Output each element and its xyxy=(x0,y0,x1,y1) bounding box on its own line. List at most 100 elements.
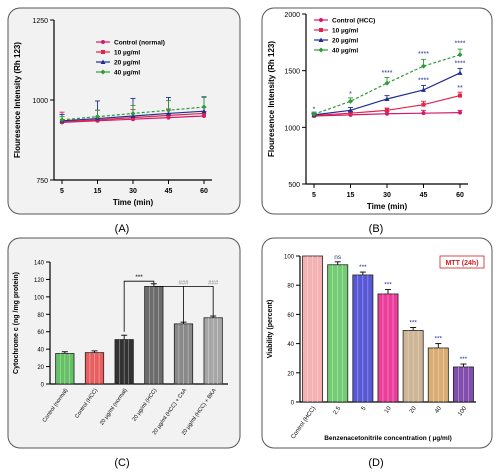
legend-entry: Control (normal) xyxy=(114,40,165,47)
panel-d-label: (D) xyxy=(368,457,383,469)
point-marker xyxy=(421,63,426,69)
significance-label: ns xyxy=(334,254,342,261)
significance-label: **** xyxy=(382,70,393,77)
y-axis-label: Cytochrome c (ng /mg protein) xyxy=(13,272,20,374)
panel-frame xyxy=(7,7,241,215)
point-marker xyxy=(166,107,171,113)
y-tick-label: 750 xyxy=(36,178,48,185)
x-tick-label: 30 xyxy=(383,192,391,199)
significance-bracket xyxy=(153,285,214,317)
point-marker xyxy=(457,52,463,58)
panel-b-chart: 500 1000 1500 2000 5 15 30 45 60 Time (min) Floure… xyxy=(261,7,493,215)
legend-entry: 10 µg/ml xyxy=(114,50,140,57)
y-tick-label: 100 xyxy=(34,295,45,301)
significance-label: *** xyxy=(409,320,417,327)
y-tick-label: 40 xyxy=(37,348,44,354)
y-tick-label: 60 xyxy=(37,330,44,336)
significance-label: **** xyxy=(418,78,429,85)
legend-entry: 40 µg/ml xyxy=(332,48,358,55)
category-label: 20 xyxy=(409,405,418,414)
y-axis-label: Viability (percent) xyxy=(267,300,274,359)
point-marker xyxy=(385,111,389,116)
category-label: 5 xyxy=(361,405,368,412)
point-marker xyxy=(95,114,100,120)
chart-title: MTT (24h) xyxy=(445,260,478,267)
x-tick-label: 15 xyxy=(347,192,355,199)
significance-label: **** xyxy=(455,41,466,48)
chart-title-box xyxy=(439,255,485,269)
y-tick-label: 1500 xyxy=(284,69,300,76)
significance-label: ### xyxy=(208,280,219,286)
point-marker xyxy=(319,28,323,32)
y-axis-label: Flouresence Intensity (Rh 123) xyxy=(267,41,276,157)
significance-label: **** xyxy=(418,51,429,58)
significance-label: *** xyxy=(359,264,367,271)
significance-label: *** xyxy=(460,356,468,363)
y-tick-label: 2000 xyxy=(284,12,300,19)
category-label: 100 xyxy=(457,405,468,417)
significance-label: *** xyxy=(384,282,392,289)
y-tick-label: 20 xyxy=(287,371,294,377)
legend-entry: Control (HCC) xyxy=(332,18,375,25)
y-tick-label: 1000 xyxy=(284,125,300,132)
significance-label: * xyxy=(313,106,316,113)
point-marker xyxy=(311,111,317,117)
point-marker xyxy=(100,69,106,75)
point-marker xyxy=(385,108,389,113)
point-marker xyxy=(421,111,426,116)
y-tick-label: 60 xyxy=(287,313,294,319)
y-tick-label: 80 xyxy=(287,284,294,290)
x-tick-label: 45 xyxy=(420,192,428,199)
y-tick-label: 140 xyxy=(34,261,45,267)
point-marker xyxy=(421,87,426,92)
point-marker xyxy=(318,37,324,42)
category-label: 10 xyxy=(384,405,393,414)
x-tick-label: 60 xyxy=(200,188,208,195)
significance-label: ** xyxy=(457,85,463,92)
significance-label: *** xyxy=(434,336,442,343)
series-line xyxy=(313,54,461,115)
point-marker xyxy=(319,18,323,22)
x-axis-label: Time (min) xyxy=(367,202,408,211)
significance-label: ### xyxy=(178,280,189,286)
point-marker xyxy=(318,47,324,53)
x-tick-label: 30 xyxy=(129,188,137,195)
point-marker xyxy=(458,110,462,115)
panel-c-chart: 0 20 40 60 80 100 120 140 Cytochrome c (ng /mg p… xyxy=(7,237,241,449)
panel-c-label: (C) xyxy=(114,457,129,469)
panel-frame xyxy=(261,237,493,449)
x-tick-label: 5 xyxy=(60,188,64,195)
point-marker xyxy=(59,117,65,123)
point-marker xyxy=(384,80,390,86)
point-marker xyxy=(421,102,426,107)
point-marker xyxy=(457,70,463,75)
point-marker xyxy=(201,104,207,110)
panel-a-chart: 750 1000 1250 5 15 30 45 60 Time (min) Flouresenc… xyxy=(7,7,241,215)
y-tick-label: 0 xyxy=(291,401,295,407)
point-marker xyxy=(458,93,462,98)
point-marker xyxy=(101,40,105,44)
point-marker xyxy=(101,50,105,54)
point-marker xyxy=(166,110,171,116)
y-tick-label: 1000 xyxy=(32,98,48,105)
legend-entry: 10 µg/ml xyxy=(332,28,358,35)
significance-label: **** xyxy=(455,61,466,68)
significance-label: * xyxy=(349,91,352,98)
y-tick-label: 120 xyxy=(34,278,45,284)
point-marker xyxy=(100,59,106,64)
panel-b-label: (B) xyxy=(369,223,384,235)
x-tick-label: 15 xyxy=(94,188,102,195)
y-tick-label: 500 xyxy=(288,182,300,189)
significance-label: *** xyxy=(135,274,143,281)
legend-entry: 20 µg/ml xyxy=(332,38,358,45)
point-marker xyxy=(202,111,206,116)
y-tick-label: 0 xyxy=(41,383,45,389)
x-axis-label: Time (min) xyxy=(113,198,154,207)
legend-entry: 20 µg/ml xyxy=(114,60,140,67)
category-label: 40 xyxy=(434,405,443,414)
point-marker xyxy=(348,111,353,116)
point-marker xyxy=(384,96,390,101)
x-tick-label: 45 xyxy=(165,188,173,195)
y-axis-label: Flouresence Intensity (Rh 123) xyxy=(13,42,22,158)
